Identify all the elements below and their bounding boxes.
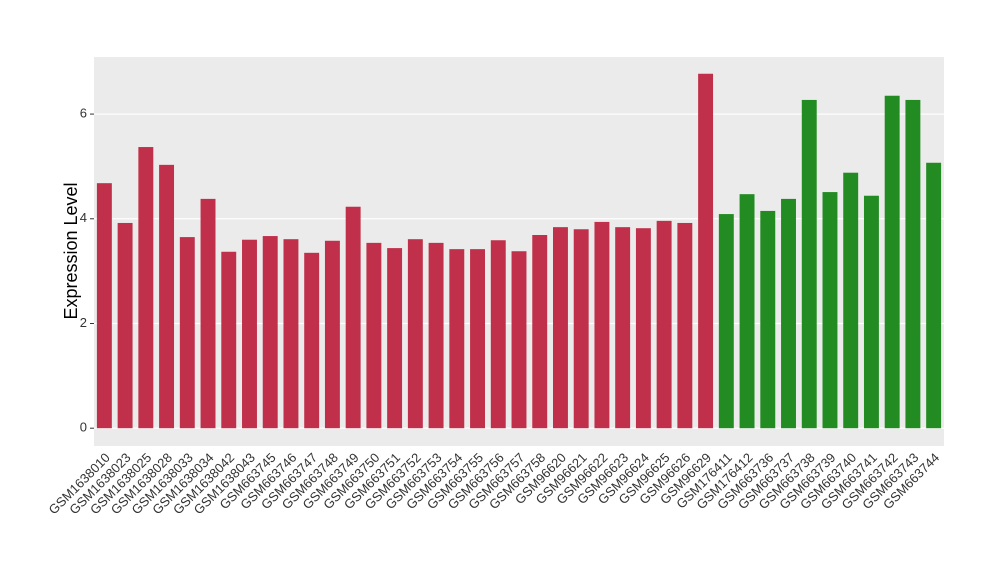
- bar: [221, 251, 237, 429]
- bar: [760, 210, 776, 429]
- y-tick-label: 4: [80, 210, 87, 225]
- bar: [117, 222, 133, 429]
- bar: [324, 240, 340, 429]
- bar: [615, 227, 631, 429]
- y-tick-label: 0: [80, 420, 87, 435]
- bar: [698, 73, 714, 429]
- bar: [656, 220, 672, 429]
- bar: [138, 147, 154, 429]
- bar: [159, 164, 175, 429]
- bar: [926, 162, 942, 429]
- bar: [532, 235, 548, 429]
- bar: [884, 95, 900, 429]
- bar: [594, 221, 610, 429]
- bar: [200, 198, 216, 429]
- bar: [490, 240, 506, 429]
- bar: [801, 99, 817, 429]
- bar: [677, 222, 693, 429]
- bar: [96, 183, 112, 429]
- bar: [718, 214, 734, 429]
- y-axis-label: Expression Level: [61, 182, 81, 319]
- bar: [366, 242, 382, 429]
- bar: [345, 206, 361, 429]
- bar: [262, 236, 278, 429]
- bar: [573, 229, 589, 429]
- bar: [283, 239, 299, 429]
- bar: [843, 172, 859, 429]
- bar: [428, 242, 444, 429]
- y-tick-label: 6: [80, 106, 87, 121]
- bar: [179, 237, 195, 429]
- bar: [635, 228, 651, 429]
- bar: [470, 249, 485, 429]
- bar: [407, 239, 423, 429]
- y-tick-label: 2: [80, 315, 87, 330]
- bar: [387, 248, 403, 429]
- bar: [553, 227, 568, 429]
- bar: [905, 99, 921, 429]
- bar: [863, 195, 879, 429]
- bar: [304, 252, 320, 429]
- bar: [449, 249, 465, 429]
- bar: [242, 239, 257, 429]
- bar: [781, 198, 796, 429]
- bar: [511, 251, 527, 429]
- bar: [822, 192, 838, 429]
- bar: [739, 194, 755, 429]
